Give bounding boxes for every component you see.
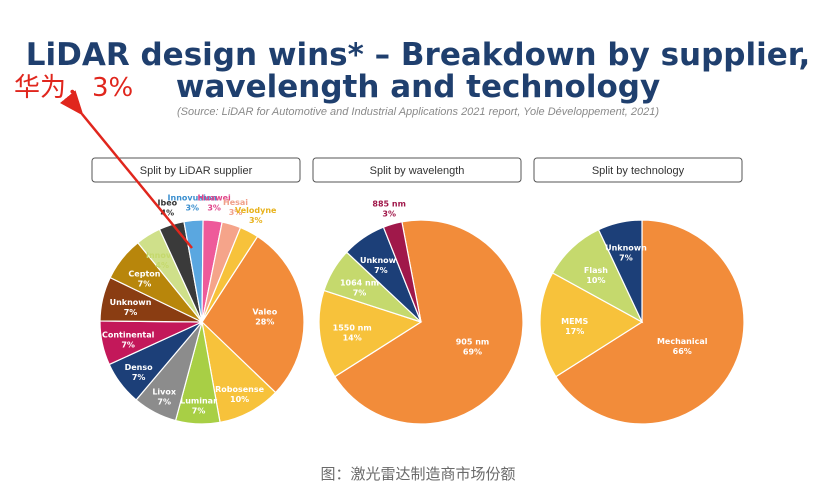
slice-percent: 7% (192, 407, 206, 416)
pie-slice-1550-nm (318, 289, 423, 378)
slice-percent: 66% (673, 347, 692, 356)
slice-label: 905 nm (456, 337, 490, 346)
annotation-arrow (59, 90, 193, 249)
slice-label: 885 nm (372, 200, 406, 209)
chart-title-box (312, 157, 522, 183)
slice-label: Livox (152, 387, 177, 396)
slice-percent: 7% (124, 308, 138, 317)
slice-label: Mechanical (657, 337, 708, 346)
chart-title-box (91, 157, 301, 183)
slice-percent: 69% (463, 347, 482, 356)
slice-percent: 3% (382, 210, 396, 219)
slice-percent: 7% (353, 289, 367, 298)
slice-percent: 7% (374, 266, 388, 275)
page-title-line1: LiDAR design wins* – Breakdown by suppli… (25, 37, 811, 73)
slice-label: Velodyne (235, 206, 277, 215)
slice-percent: 4% (155, 261, 169, 270)
slice-percent: 3% (249, 216, 263, 225)
pie-slice-885-nm (382, 221, 422, 323)
slice-label: Huawei (197, 194, 231, 203)
slice-percent: 7% (121, 341, 135, 350)
page-title-line2: wavelength and technology (175, 69, 661, 105)
slice-percent: 10% (230, 395, 249, 404)
slice-percent: 3% (185, 203, 199, 212)
pie-slice-mechanical (555, 219, 745, 425)
slice-percent: 3% (207, 204, 221, 213)
slice-label: Unknown (360, 256, 402, 265)
pie-slice-905-nm (334, 219, 524, 425)
chart-title: Split by LiDAR supplier (140, 165, 253, 177)
slice-label: Unknown (110, 298, 152, 307)
slice-label: Denso (125, 363, 154, 372)
slice-label: Flash (584, 266, 608, 275)
slice-label: Hesai (223, 198, 248, 207)
slice-label: Cepton (128, 269, 160, 278)
chart-title-box (533, 157, 743, 183)
slice-label: Innovusion (168, 193, 218, 202)
slice-label: Continental (102, 331, 155, 340)
slice-label: 1550 nm (333, 324, 372, 333)
source-note: (Source: LiDAR for Automotive and Indust… (176, 106, 660, 118)
slice-percent: 28% (255, 318, 274, 327)
slice-label: Robosense (215, 385, 265, 394)
slice-label: 1064 nm (340, 279, 379, 288)
slice-percent: 10% (586, 276, 605, 285)
slice-percent: 7% (132, 373, 146, 382)
slice-percent: 4% (161, 208, 175, 217)
slice-label: Ibeo (157, 198, 177, 207)
slice-label: Unknown (605, 243, 647, 252)
slice-label: Luminar (180, 397, 217, 406)
slice-label: MEMS (561, 317, 588, 326)
slice-percent: 7% (619, 253, 633, 262)
figure-caption: 图：激光雷达制造商市场份额 (320, 465, 516, 483)
slice-label: Innoviz (146, 251, 179, 260)
chart-title: Split by wavelength (370, 165, 465, 177)
slice-percent: 14% (343, 334, 362, 343)
pie-slice-velodyne (201, 226, 259, 323)
pie-slice-valeo (201, 235, 305, 394)
slice-percent: 17% (565, 327, 584, 336)
pie-slice-mems (539, 272, 644, 378)
slice-label: Valeo (252, 308, 277, 317)
slice-percent: 3% (229, 208, 243, 217)
pie-slice-unknown (597, 219, 643, 323)
chart-title: Split by technology (592, 165, 685, 177)
slice-percent: 7% (138, 279, 152, 288)
slice-percent: 7% (157, 397, 171, 406)
